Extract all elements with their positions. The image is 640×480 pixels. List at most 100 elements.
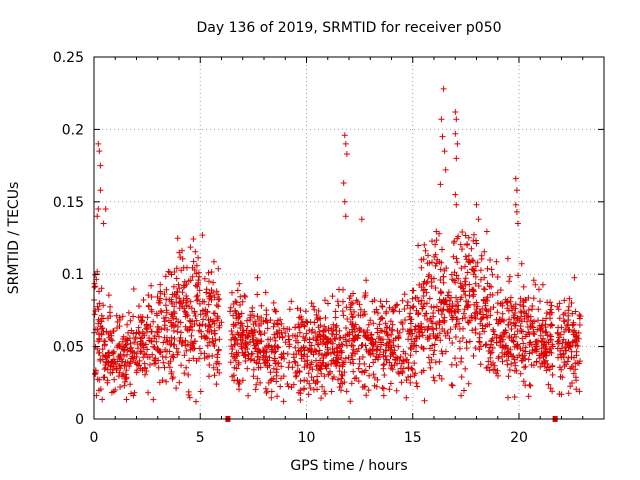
data-point xyxy=(131,339,138,346)
data-point xyxy=(347,359,354,366)
data-point xyxy=(277,383,284,390)
data-point xyxy=(371,308,378,315)
data-point xyxy=(400,365,407,372)
data-point xyxy=(168,298,175,305)
data-point xyxy=(167,358,174,365)
data-point xyxy=(418,264,425,271)
data-point xyxy=(175,281,182,288)
data-point xyxy=(570,319,577,326)
data-point xyxy=(409,366,416,373)
data-point xyxy=(148,338,155,345)
data-point xyxy=(399,370,406,376)
data-point xyxy=(472,329,479,336)
data-point xyxy=(233,310,240,317)
data-point xyxy=(477,361,484,368)
data-point xyxy=(147,361,153,368)
data-point xyxy=(549,341,556,348)
data-point xyxy=(185,371,192,378)
data-point xyxy=(364,327,371,334)
data-point xyxy=(407,379,414,386)
data-point xyxy=(547,336,554,343)
data-point xyxy=(367,351,374,358)
data-point xyxy=(131,389,138,396)
data-point xyxy=(181,278,188,285)
data-point xyxy=(166,348,173,355)
data-point xyxy=(234,287,241,294)
data-point xyxy=(420,287,427,294)
data-point xyxy=(279,353,285,360)
data-point xyxy=(471,268,478,274)
data-point xyxy=(170,322,177,329)
data-point xyxy=(506,273,513,280)
data-point xyxy=(383,342,389,349)
data-point xyxy=(520,283,527,290)
data-point xyxy=(232,357,239,364)
data-point xyxy=(412,323,419,330)
data-point xyxy=(163,309,170,316)
data-point xyxy=(466,258,473,265)
data-point xyxy=(190,355,197,362)
data-point xyxy=(359,354,366,360)
data-point xyxy=(413,333,420,340)
data-point xyxy=(513,187,520,194)
data-point xyxy=(302,308,309,315)
data-point xyxy=(483,307,490,314)
data-point xyxy=(250,334,257,341)
data-point xyxy=(173,292,180,298)
data-point xyxy=(282,330,289,336)
data-point xyxy=(511,310,518,316)
data-point xyxy=(308,374,315,381)
data-point xyxy=(333,322,340,329)
data-point xyxy=(286,336,293,343)
data-point xyxy=(530,295,537,302)
data-point xyxy=(463,339,470,346)
data-point xyxy=(293,372,300,379)
data-point xyxy=(458,265,465,272)
data-point xyxy=(415,242,422,249)
data-point xyxy=(454,259,461,266)
data-point xyxy=(472,263,479,270)
data-point xyxy=(565,390,572,397)
data-point xyxy=(322,297,328,304)
data-point xyxy=(493,258,500,265)
data-point xyxy=(357,306,364,313)
data-point xyxy=(193,357,200,364)
x-tick-label: 10 xyxy=(298,430,316,446)
data-point xyxy=(428,356,435,363)
data-point xyxy=(235,380,242,387)
data-point xyxy=(453,272,460,279)
data-point xyxy=(228,350,235,357)
data-point xyxy=(460,325,466,332)
data-point xyxy=(475,283,482,289)
data-point xyxy=(228,343,235,350)
data-point xyxy=(127,360,134,367)
data-point xyxy=(318,363,325,370)
data-point xyxy=(430,313,437,320)
data-point xyxy=(107,370,114,376)
data-point xyxy=(565,321,572,328)
x-tick-label: 0 xyxy=(90,430,99,446)
data-point xyxy=(480,296,487,303)
data-point xyxy=(508,326,515,332)
data-point xyxy=(505,373,512,380)
data-point xyxy=(306,327,313,334)
data-point xyxy=(268,376,275,383)
data-point xyxy=(509,307,516,314)
data-point xyxy=(184,297,190,304)
data-point xyxy=(380,392,387,399)
data-point xyxy=(518,309,525,316)
data-point xyxy=(523,310,530,317)
data-point xyxy=(537,298,543,305)
data-point xyxy=(570,370,577,377)
data-point xyxy=(294,368,301,375)
data-point xyxy=(163,334,170,341)
data-point xyxy=(322,390,329,397)
data-point xyxy=(359,342,366,348)
data-point xyxy=(470,287,476,294)
data-point xyxy=(522,363,529,370)
data-point xyxy=(473,306,480,312)
data-point xyxy=(352,321,359,328)
data-point xyxy=(458,392,465,399)
data-point xyxy=(323,352,330,359)
data-point xyxy=(329,293,336,300)
